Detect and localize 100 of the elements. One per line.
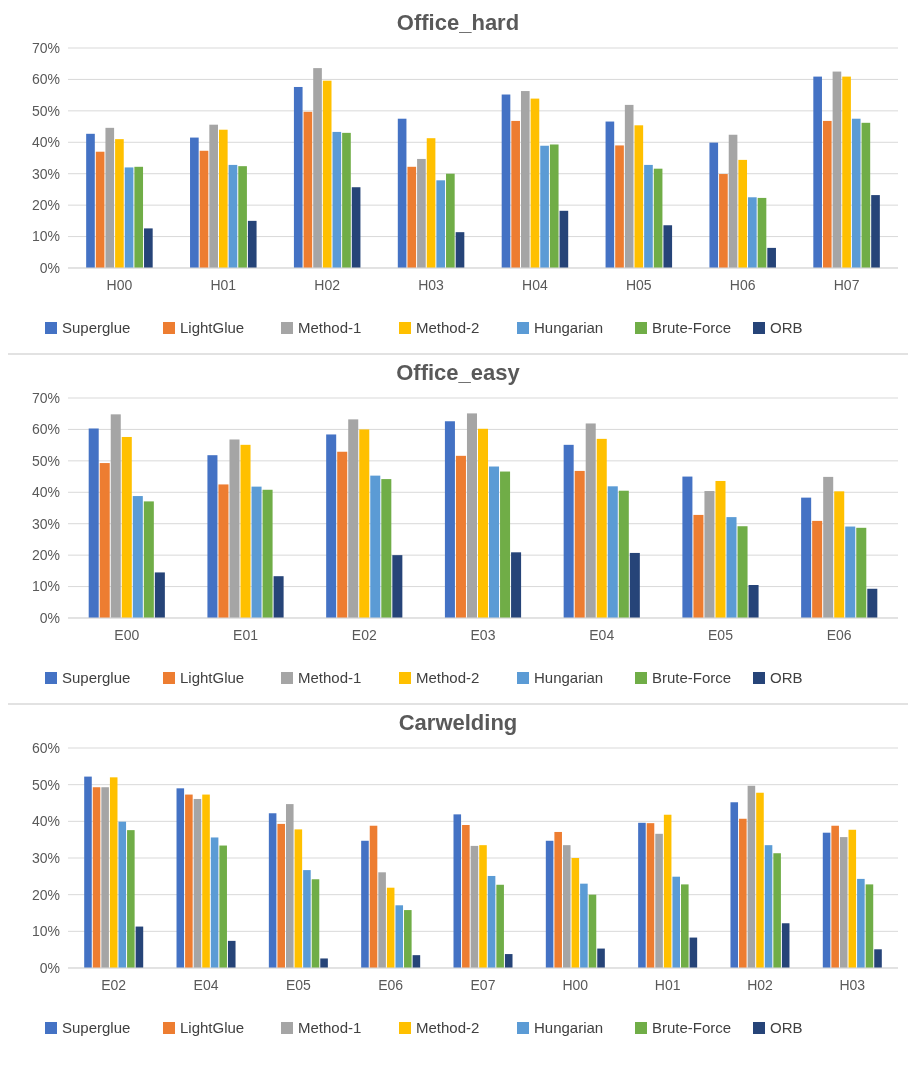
legend-label: ORB: [770, 319, 803, 337]
bar: [124, 167, 134, 268]
legend-label: ORB: [770, 1019, 803, 1037]
bar: [607, 486, 618, 618]
bar: [378, 872, 386, 968]
bar: [530, 98, 540, 268]
bar: [395, 905, 404, 968]
y-tick-label: 60%: [31, 739, 60, 756]
bar: [455, 455, 466, 618]
bar: [845, 526, 856, 618]
bar: [672, 876, 681, 968]
bar: [580, 883, 588, 968]
bar: [436, 180, 446, 268]
bar: [326, 434, 337, 618]
bar: [861, 122, 871, 268]
legend-label: Method-2: [416, 319, 480, 337]
bar: [446, 173, 455, 268]
bar: [176, 788, 185, 968]
bar: [348, 419, 359, 618]
bar: [832, 71, 842, 268]
bar: [470, 845, 479, 968]
bar: [871, 195, 880, 268]
chart-title: Office_hard: [396, 10, 520, 35]
y-tick-label: 50%: [31, 776, 60, 793]
bar: [251, 486, 262, 618]
bar: [285, 804, 294, 968]
legend-label: Method-2: [416, 669, 480, 687]
bar: [748, 585, 759, 618]
bar: [207, 455, 218, 618]
bar: [127, 830, 135, 968]
x-tick-label: H04: [522, 277, 548, 293]
bar: [303, 111, 313, 268]
bar: [634, 125, 644, 268]
legend-label: Brute-Force: [652, 319, 732, 337]
y-tick-label: 40%: [31, 484, 60, 501]
y-tick-label: 10%: [31, 578, 60, 595]
bar: [268, 813, 277, 968]
legend-label: Method-1: [298, 1019, 362, 1037]
legend-label: Superglue: [62, 1019, 131, 1037]
x-tick-label: E07: [470, 977, 496, 993]
legend-label: LightGlue: [180, 1019, 245, 1037]
y-tick-label: 30%: [31, 165, 60, 182]
bar: [730, 802, 739, 968]
bar: [520, 91, 530, 268]
bar: [653, 168, 663, 268]
x-tick-label: H07: [833, 277, 860, 293]
bar: [739, 818, 747, 968]
bar: [728, 134, 738, 268]
bar: [228, 164, 238, 268]
bar: [313, 68, 322, 268]
bar: [293, 86, 303, 268]
bar: [115, 139, 124, 268]
x-tick-label: H05: [625, 277, 652, 293]
y-tick-label: 0%: [39, 609, 60, 626]
bar: [585, 423, 596, 618]
bar: [121, 436, 132, 618]
x-tick-label: H02: [747, 977, 774, 993]
bar: [615, 145, 624, 268]
bar: [605, 121, 615, 268]
bar: [99, 463, 110, 618]
bar: [101, 787, 109, 968]
bar: [562, 845, 571, 968]
x-tick-label: E05: [708, 627, 734, 643]
x-tick-label: E02: [351, 627, 377, 643]
bar: [596, 438, 607, 618]
bar: [407, 166, 417, 268]
bar: [444, 421, 455, 618]
bar: [426, 138, 436, 268]
bar: [109, 777, 118, 968]
bar: [501, 94, 511, 268]
y-tick-label: 60%: [31, 421, 60, 438]
bar: [715, 480, 726, 618]
bar: [545, 840, 554, 968]
bar: [511, 552, 522, 618]
bar: [311, 879, 320, 968]
bar: [273, 576, 284, 618]
bar: [277, 823, 285, 968]
bar: [466, 413, 477, 618]
bar: [839, 837, 848, 968]
legend-label: Brute-Force: [652, 1019, 732, 1037]
bar: [597, 948, 605, 968]
bar: [865, 884, 874, 968]
bar: [549, 144, 559, 268]
legend-label: ORB: [770, 669, 803, 687]
bar: [663, 225, 673, 268]
bar: [812, 520, 823, 618]
bar: [227, 940, 236, 968]
y-tick-label: 40%: [31, 813, 60, 830]
bar: [646, 823, 655, 968]
bar: [95, 151, 105, 268]
bar: [813, 76, 822, 268]
bar: [143, 501, 154, 618]
y-tick-label: 70%: [31, 389, 60, 406]
y-tick-label: 30%: [31, 515, 60, 532]
bar: [588, 894, 597, 968]
bar: [704, 491, 715, 618]
bar: [822, 120, 832, 268]
bar: [397, 118, 407, 268]
bar: [370, 475, 381, 618]
bar: [219, 845, 227, 968]
